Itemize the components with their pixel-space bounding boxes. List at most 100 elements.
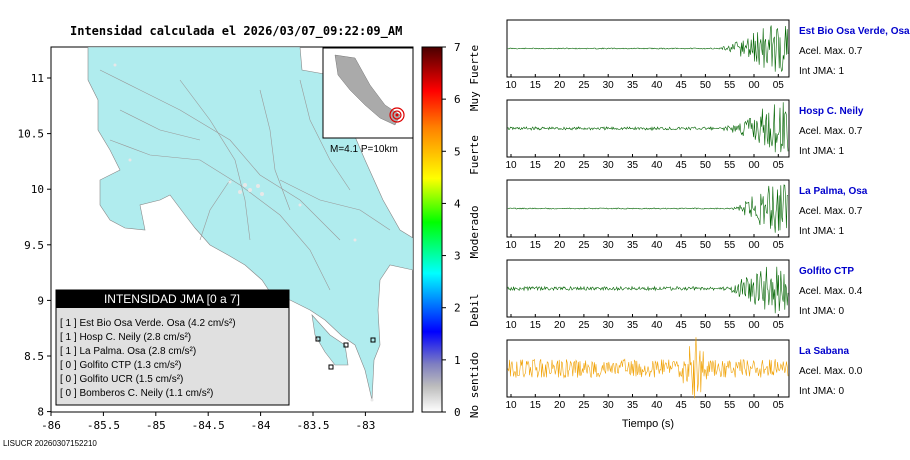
time-tick: 40 <box>651 320 663 331</box>
lat-tick-label: 11 <box>31 72 44 85</box>
time-tick: 05 <box>773 400 785 411</box>
time-tick: 15 <box>530 320 542 331</box>
intensity-legend: INTENSIDAD JMA [0 a 7] [ 1 ] Est Bio Osa… <box>55 289 290 406</box>
colorbar-tick: 1 <box>454 354 461 367</box>
footer-id: LISUCR 20260307152210 <box>3 439 97 448</box>
time-tick: 50 <box>700 400 712 411</box>
lat-tick-label: 8.5 <box>24 350 44 363</box>
waveform-panel: 10 15 20 25 30 35 40 45 50 55 00 05 La Sabana Acel. M… <box>505 337 863 411</box>
waveform-panel: 10 15 20 25 30 35 40 45 50 55 00 05 Golfito CTP Acel.… <box>505 259 863 331</box>
time-axis-label: Tiempo (s) <box>622 418 674 430</box>
page-title: Intensidad calculada el 2026/03/07_09:22… <box>70 24 402 39</box>
waveform-trace <box>507 184 789 233</box>
intensity-colorbar: 7 6 5 4 3 2 1 0 Muy Fuerte Fuerte Moderado Debil No… <box>421 41 481 419</box>
time-tick: 40 <box>651 160 663 171</box>
time-tick: 35 <box>627 320 639 331</box>
time-tick: 40 <box>651 400 663 411</box>
colorbar-tick: 6 <box>454 93 461 106</box>
time-tick: 45 <box>676 240 688 251</box>
legend-title: INTENSIDAD JMA [0 a 7] <box>104 292 240 306</box>
lon-tick-label: -84.5 <box>192 419 225 432</box>
legend-item: [ 1 ] Est Bio Osa Verde. Osa (4.2 cm/s²) <box>60 318 236 329</box>
waveform-panel: 10 15 20 25 30 35 40 45 50 55 00 05 La Palma, Osa Ace… <box>505 179 868 251</box>
station-jma: Int JMA: 1 <box>799 66 844 77</box>
time-tick: 30 <box>603 80 615 91</box>
time-tick: 00 <box>748 80 760 91</box>
station-jma: Int JMA: 0 <box>799 386 844 397</box>
time-tick: 00 <box>748 240 760 251</box>
legend-item: [ 0 ] Bomberos C. Neily (1.1 cm/s²) <box>60 388 213 399</box>
longitude-ticks: -86 -85.5 -85 -84.5 -84 -83.5 -83 <box>41 412 375 432</box>
time-tick: 55 <box>724 320 736 331</box>
time-tick: 25 <box>578 80 590 91</box>
time-tick: 25 <box>578 320 590 331</box>
time-tick: 20 <box>554 320 566 331</box>
time-tick: 35 <box>627 400 639 411</box>
time-tick: 30 <box>603 160 615 171</box>
time-tick: 40 <box>651 240 663 251</box>
colorbar-tick: 2 <box>454 302 461 315</box>
colorbar-category: No sentido <box>468 352 481 418</box>
time-tick: 10 <box>505 320 517 331</box>
time-tick: 50 <box>700 160 712 171</box>
time-tick: 45 <box>676 160 688 171</box>
lon-tick-label: -83.5 <box>296 419 329 432</box>
time-tick: 50 <box>700 240 712 251</box>
inset-label: M=4.1 P=10km <box>330 144 398 155</box>
time-tick: 40 <box>651 80 663 91</box>
time-tick: 55 <box>724 80 736 91</box>
colorbar-category: Muy Fuerte <box>468 45 481 111</box>
station-name: La Palma, Osa <box>799 186 868 197</box>
station-acel: Acel. Max. 0.7 <box>799 206 863 217</box>
lat-tick-label: 9.5 <box>24 239 44 252</box>
time-tick: 20 <box>554 400 566 411</box>
station-name: Golfito CTP <box>799 266 854 277</box>
colorbar-category: Fuerte <box>468 135 481 175</box>
lon-tick-label: -83 <box>355 419 375 432</box>
colorbar-tick: 7 <box>454 41 461 54</box>
latitude-ticks: 11 10.5 10 9.5 9 8.5 8 <box>18 72 51 419</box>
station-name: La Sabana <box>799 346 849 357</box>
time-tick: 10 <box>505 400 517 411</box>
time-tick: 05 <box>773 320 785 331</box>
time-tick: 10 <box>505 160 517 171</box>
time-tick: 30 <box>603 320 615 331</box>
station-acel: Acel. Max. 0.0 <box>799 366 863 377</box>
lon-tick-label: -86 <box>41 419 61 432</box>
time-tick: 50 <box>700 320 712 331</box>
time-tick: 45 <box>676 400 688 411</box>
time-tick: 15 <box>530 400 542 411</box>
station-jma: Int JMA: 1 <box>799 146 844 157</box>
osa-peninsula <box>311 314 349 366</box>
time-tick: 25 <box>578 400 590 411</box>
colorbar-tick: 5 <box>454 145 461 158</box>
waveform-trace <box>507 337 789 399</box>
time-tick: 10 <box>505 240 517 251</box>
station-jma: Int JMA: 1 <box>799 226 844 237</box>
time-tick: 20 <box>554 240 566 251</box>
station-markers <box>315 336 376 370</box>
time-tick: 35 <box>627 80 639 91</box>
time-tick: 55 <box>724 160 736 171</box>
time-tick: 55 <box>724 400 736 411</box>
lon-tick-label: -84 <box>251 419 271 432</box>
time-tick: 50 <box>700 80 712 91</box>
waveform-trace <box>507 102 789 153</box>
waveform-trace <box>507 25 789 73</box>
legend-item: [ 1 ] Hosp C. Neily (2.8 cm/s²) <box>60 332 191 343</box>
time-tick: 00 <box>748 320 760 331</box>
time-tick: 35 <box>627 240 639 251</box>
time-tick: 45 <box>676 80 688 91</box>
time-tick: 55 <box>724 240 736 251</box>
lat-tick-label: 8 <box>37 406 44 419</box>
time-tick: 15 <box>530 160 542 171</box>
time-tick: 30 <box>603 400 615 411</box>
waveform-panel: 10 15 20 25 30 35 40 45 50 55 00 05 Est Bio Osa Verd… <box>505 19 910 91</box>
station-name: Hosp C. Neily <box>799 106 864 117</box>
time-tick: 15 <box>530 80 542 91</box>
inset-map: M=4.1 P=10km <box>322 47 414 155</box>
lon-tick-label: -85 <box>146 419 166 432</box>
time-tick: 35 <box>627 160 639 171</box>
lat-tick-label: 10 <box>31 183 44 196</box>
time-tick: 05 <box>773 240 785 251</box>
